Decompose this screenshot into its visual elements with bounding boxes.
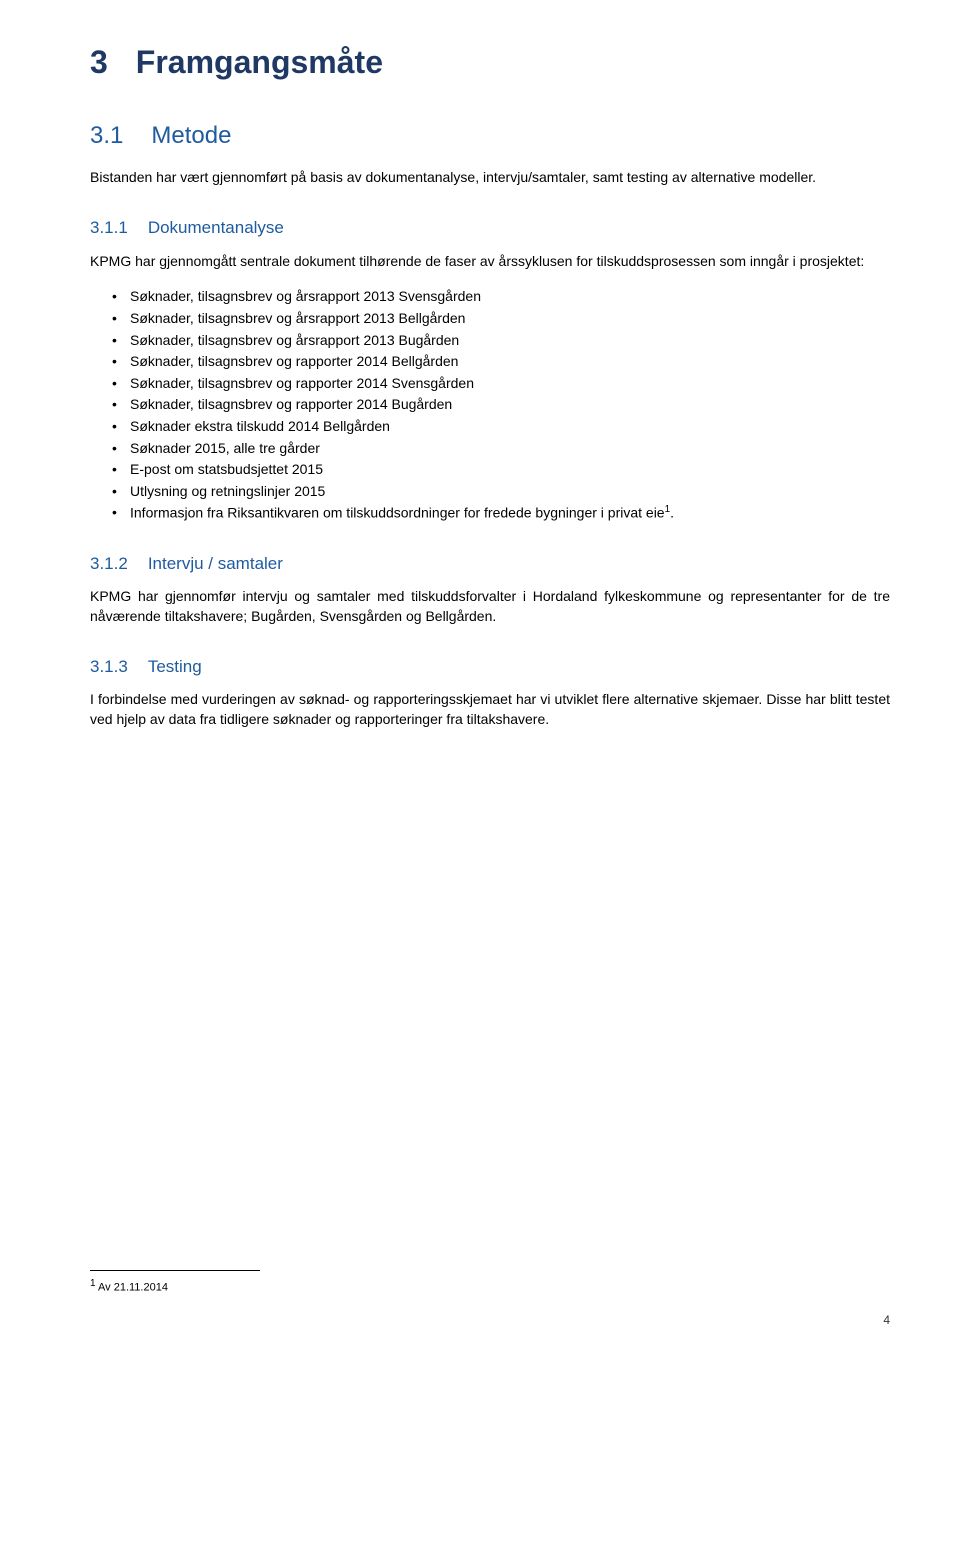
list-item: Søknader 2015, alle tre gårder xyxy=(112,439,890,459)
list-item: Søknader, tilsagnsbrev og rapporter 2014… xyxy=(112,395,890,415)
subsection-number: 3.1.3 xyxy=(90,657,128,676)
list-item: Søknader, tilsagnsbrev og rapporter 2014… xyxy=(112,352,890,372)
footnote-text: Av 21.11.2014 xyxy=(96,1281,168,1293)
page-title: 3 Framgangsmåte xyxy=(90,40,890,85)
list-item: Søknader, tilsagnsbrev og årsrapport 201… xyxy=(112,287,890,307)
list-item: Søknader ekstra tilskudd 2014 Bellgården xyxy=(112,417,890,437)
section-3-1-2-body: KPMG har gjennomfør intervju og samtaler… xyxy=(90,587,890,626)
period: . xyxy=(670,505,674,521)
subsection-number: 3.1.2 xyxy=(90,554,128,573)
section-3-1-1-heading: 3.1.1 Dokumentanalyse xyxy=(90,216,890,240)
list-item: Utlysning og retningslinjer 2015 xyxy=(112,482,890,502)
subsection-number: 3.1.1 xyxy=(90,218,128,237)
footnote-divider xyxy=(90,1270,260,1271)
section-3-1-3-heading: 3.1.3 Testing xyxy=(90,655,890,679)
section-3-1-2-heading: 3.1.2 Intervju / samtaler xyxy=(90,552,890,576)
list-item: Søknader, tilsagnsbrev og årsrapport 201… xyxy=(112,309,890,329)
list-item: Søknader, tilsagnsbrev og rapporter 2014… xyxy=(112,374,890,394)
list-item: E-post om statsbudsjettet 2015 xyxy=(112,460,890,480)
section-3-1-3-body: I forbindelse med vurderingen av søknad-… xyxy=(90,690,890,729)
page-number: 4 xyxy=(90,1312,890,1329)
subsection-title: Dokumentanalyse xyxy=(148,218,284,237)
section-number: 3.1 xyxy=(90,122,123,149)
section-3-1-intro: Bistanden har vært gjennomført på basis … xyxy=(90,168,890,188)
section-3-1-heading: 3.1 Metode xyxy=(90,119,890,153)
title-number: 3 xyxy=(90,44,108,80)
title-text: Framgangsmåte xyxy=(136,44,383,80)
section-title: Metode xyxy=(151,122,231,149)
footnote: 1 Av 21.11.2014 xyxy=(90,1277,890,1296)
subsection-title: Intervju / samtaler xyxy=(148,554,283,573)
section-3-1-1-intro: KPMG har gjennomgått sentrale dokument t… xyxy=(90,252,890,272)
subsection-title: Testing xyxy=(148,657,202,676)
list-item: Søknader, tilsagnsbrev og årsrapport 201… xyxy=(112,331,890,351)
list-item-text: Informasjon fra Riksantikvaren om tilsku… xyxy=(130,505,665,521)
list-item: Informasjon fra Riksantikvaren om tilsku… xyxy=(112,503,890,523)
document-list: Søknader, tilsagnsbrev og årsrapport 201… xyxy=(90,287,890,523)
